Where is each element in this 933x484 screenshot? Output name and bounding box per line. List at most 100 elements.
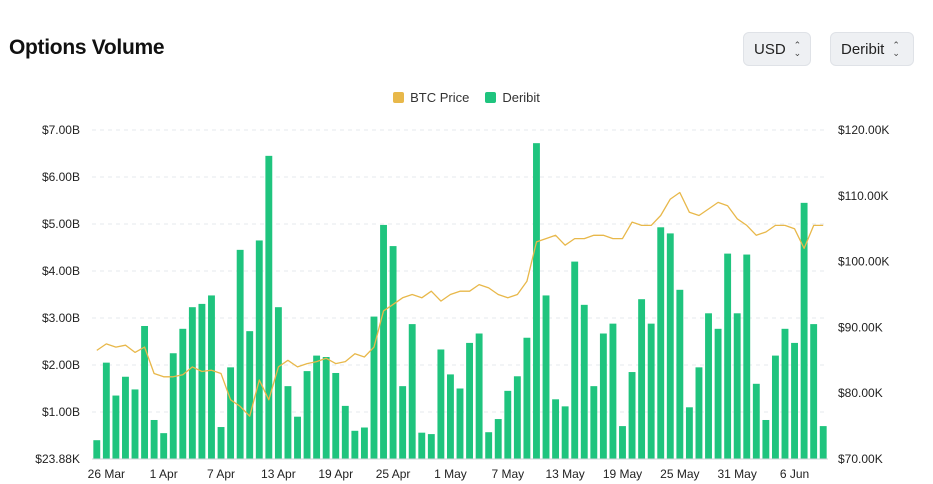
x-tick-label: 6 Jun: [780, 467, 809, 481]
deribit-bar: [475, 333, 483, 459]
deribit-bar: [485, 432, 493, 459]
x-tick-label: 1 Apr: [150, 467, 178, 481]
deribit-bar: [676, 289, 684, 459]
chevron-up-down-icon: ⌃ ⌄: [892, 40, 900, 58]
deribit-bar: [179, 328, 187, 459]
deribit-bar: [332, 372, 340, 459]
deribit-bar: [418, 432, 426, 459]
x-tick-label: 19 Apr: [318, 467, 353, 481]
x-tick-label: 13 May: [545, 467, 584, 481]
deribit-bar: [399, 386, 407, 459]
deribit-bar: [447, 374, 454, 459]
x-tick-label: 25 Apr: [376, 467, 411, 481]
deribit-bar: [236, 249, 244, 459]
exchange-select[interactable]: Deribit ⌃ ⌄: [830, 32, 914, 66]
deribit-bar: [246, 331, 254, 459]
deribit-bar: [93, 440, 101, 459]
deribit-bar: [647, 323, 655, 459]
legend-label-btc-price: BTC Price: [410, 90, 470, 105]
y-left-tick-label: $3.00B: [42, 311, 80, 325]
x-tick-label: 19 May: [603, 467, 642, 481]
deribit-bar: [819, 426, 827, 459]
currency-select-value: USD: [754, 40, 786, 58]
deribit-bar: [552, 399, 560, 459]
deribit-bar: [150, 419, 158, 459]
x-tick-label: 13 Apr: [261, 467, 296, 481]
y-left-tick-label: $23.88K: [35, 452, 80, 466]
deribit-bar: [141, 325, 149, 459]
deribit-bar: [466, 342, 473, 459]
y-right-tick-label: $120.00K: [838, 123, 889, 137]
deribit-bar: [513, 376, 521, 459]
deribit-bar: [657, 227, 665, 459]
x-tick-label: 26 Mar: [88, 467, 125, 481]
deribit-bar: [169, 353, 177, 459]
deribit-bar: [122, 376, 129, 459]
deribit-bar: [724, 253, 732, 459]
deribit-bar: [638, 299, 646, 459]
deribit-bar: [542, 295, 550, 459]
deribit-bar: [274, 307, 282, 459]
currency-select[interactable]: USD ⌃ ⌄: [743, 32, 811, 66]
deribit-bar: [571, 261, 579, 459]
deribit-bar: [265, 155, 273, 459]
deribit-bar: [494, 419, 502, 459]
deribit-bar: [599, 333, 607, 459]
deribit-bar: [561, 406, 569, 459]
deribit-bar: [322, 357, 330, 459]
deribit-bar: [198, 303, 206, 459]
y-left-tick-label: $6.00B: [42, 170, 80, 184]
legend-swatch-deribit: [485, 92, 497, 103]
deribit-bar: [791, 342, 798, 459]
deribit-bar: [351, 430, 359, 459]
y-right-tick-label: $80.00K: [838, 386, 883, 400]
y-right-tick-label: $70.00K: [838, 452, 883, 466]
y-left-tick-label: $2.00B: [42, 358, 80, 372]
y-left-tick-label: $5.00B: [42, 217, 80, 231]
deribit-bar: [752, 383, 760, 459]
deribit-bar: [227, 367, 235, 459]
deribit-bar: [131, 389, 139, 459]
deribit-bar: [160, 433, 168, 459]
chevron-up-down-icon: ⌃ ⌄: [793, 40, 802, 58]
deribit-bar: [762, 419, 770, 459]
deribit-bar: [284, 386, 292, 459]
deribit-bar: [733, 313, 741, 459]
deribit-bar: [800, 202, 808, 459]
deribit-bar: [628, 372, 636, 459]
page-title: Options Volume: [9, 36, 165, 59]
legend-item-deribit[interactable]: Deribit: [485, 90, 540, 105]
deribit-bar: [313, 355, 321, 459]
deribit-bar: [580, 304, 588, 459]
deribit-bar: [303, 371, 311, 459]
deribit-bar: [504, 390, 512, 459]
legend-item-btc-price[interactable]: BTC Price: [393, 90, 469, 105]
legend-swatch-btc-price: [393, 92, 405, 103]
deribit-bar: [360, 427, 368, 459]
x-tick-label: 1 May: [434, 467, 467, 481]
deribit-bar: [685, 407, 693, 459]
x-tick-label: 7 May: [491, 467, 524, 481]
x-tick-label: 25 May: [660, 467, 699, 481]
y-right-tick-label: $100.00K: [838, 255, 889, 269]
legend-label-deribit: Deribit: [502, 90, 540, 105]
deribit-bar: [523, 337, 531, 459]
deribit-bar: [380, 224, 387, 459]
deribit-bar: [810, 324, 818, 459]
deribit-bar: [370, 316, 378, 459]
y-right-tick-label: $90.00K: [838, 320, 883, 334]
deribit-bar: [294, 416, 301, 459]
deribit-bar: [427, 434, 435, 459]
deribit-bar: [609, 323, 617, 459]
btc-price-line: [96, 191, 824, 417]
x-tick-label: 31 May: [718, 467, 757, 481]
y-right-tick-label: $110.00K: [838, 189, 889, 203]
deribit-bar: [408, 324, 416, 459]
deribit-bar: [533, 143, 540, 459]
deribit-bar: [771, 355, 779, 459]
deribit-bar: [590, 386, 598, 459]
deribit-bar: [695, 367, 703, 459]
x-tick-label: 7 Apr: [207, 467, 235, 481]
deribit-bar: [456, 388, 464, 459]
